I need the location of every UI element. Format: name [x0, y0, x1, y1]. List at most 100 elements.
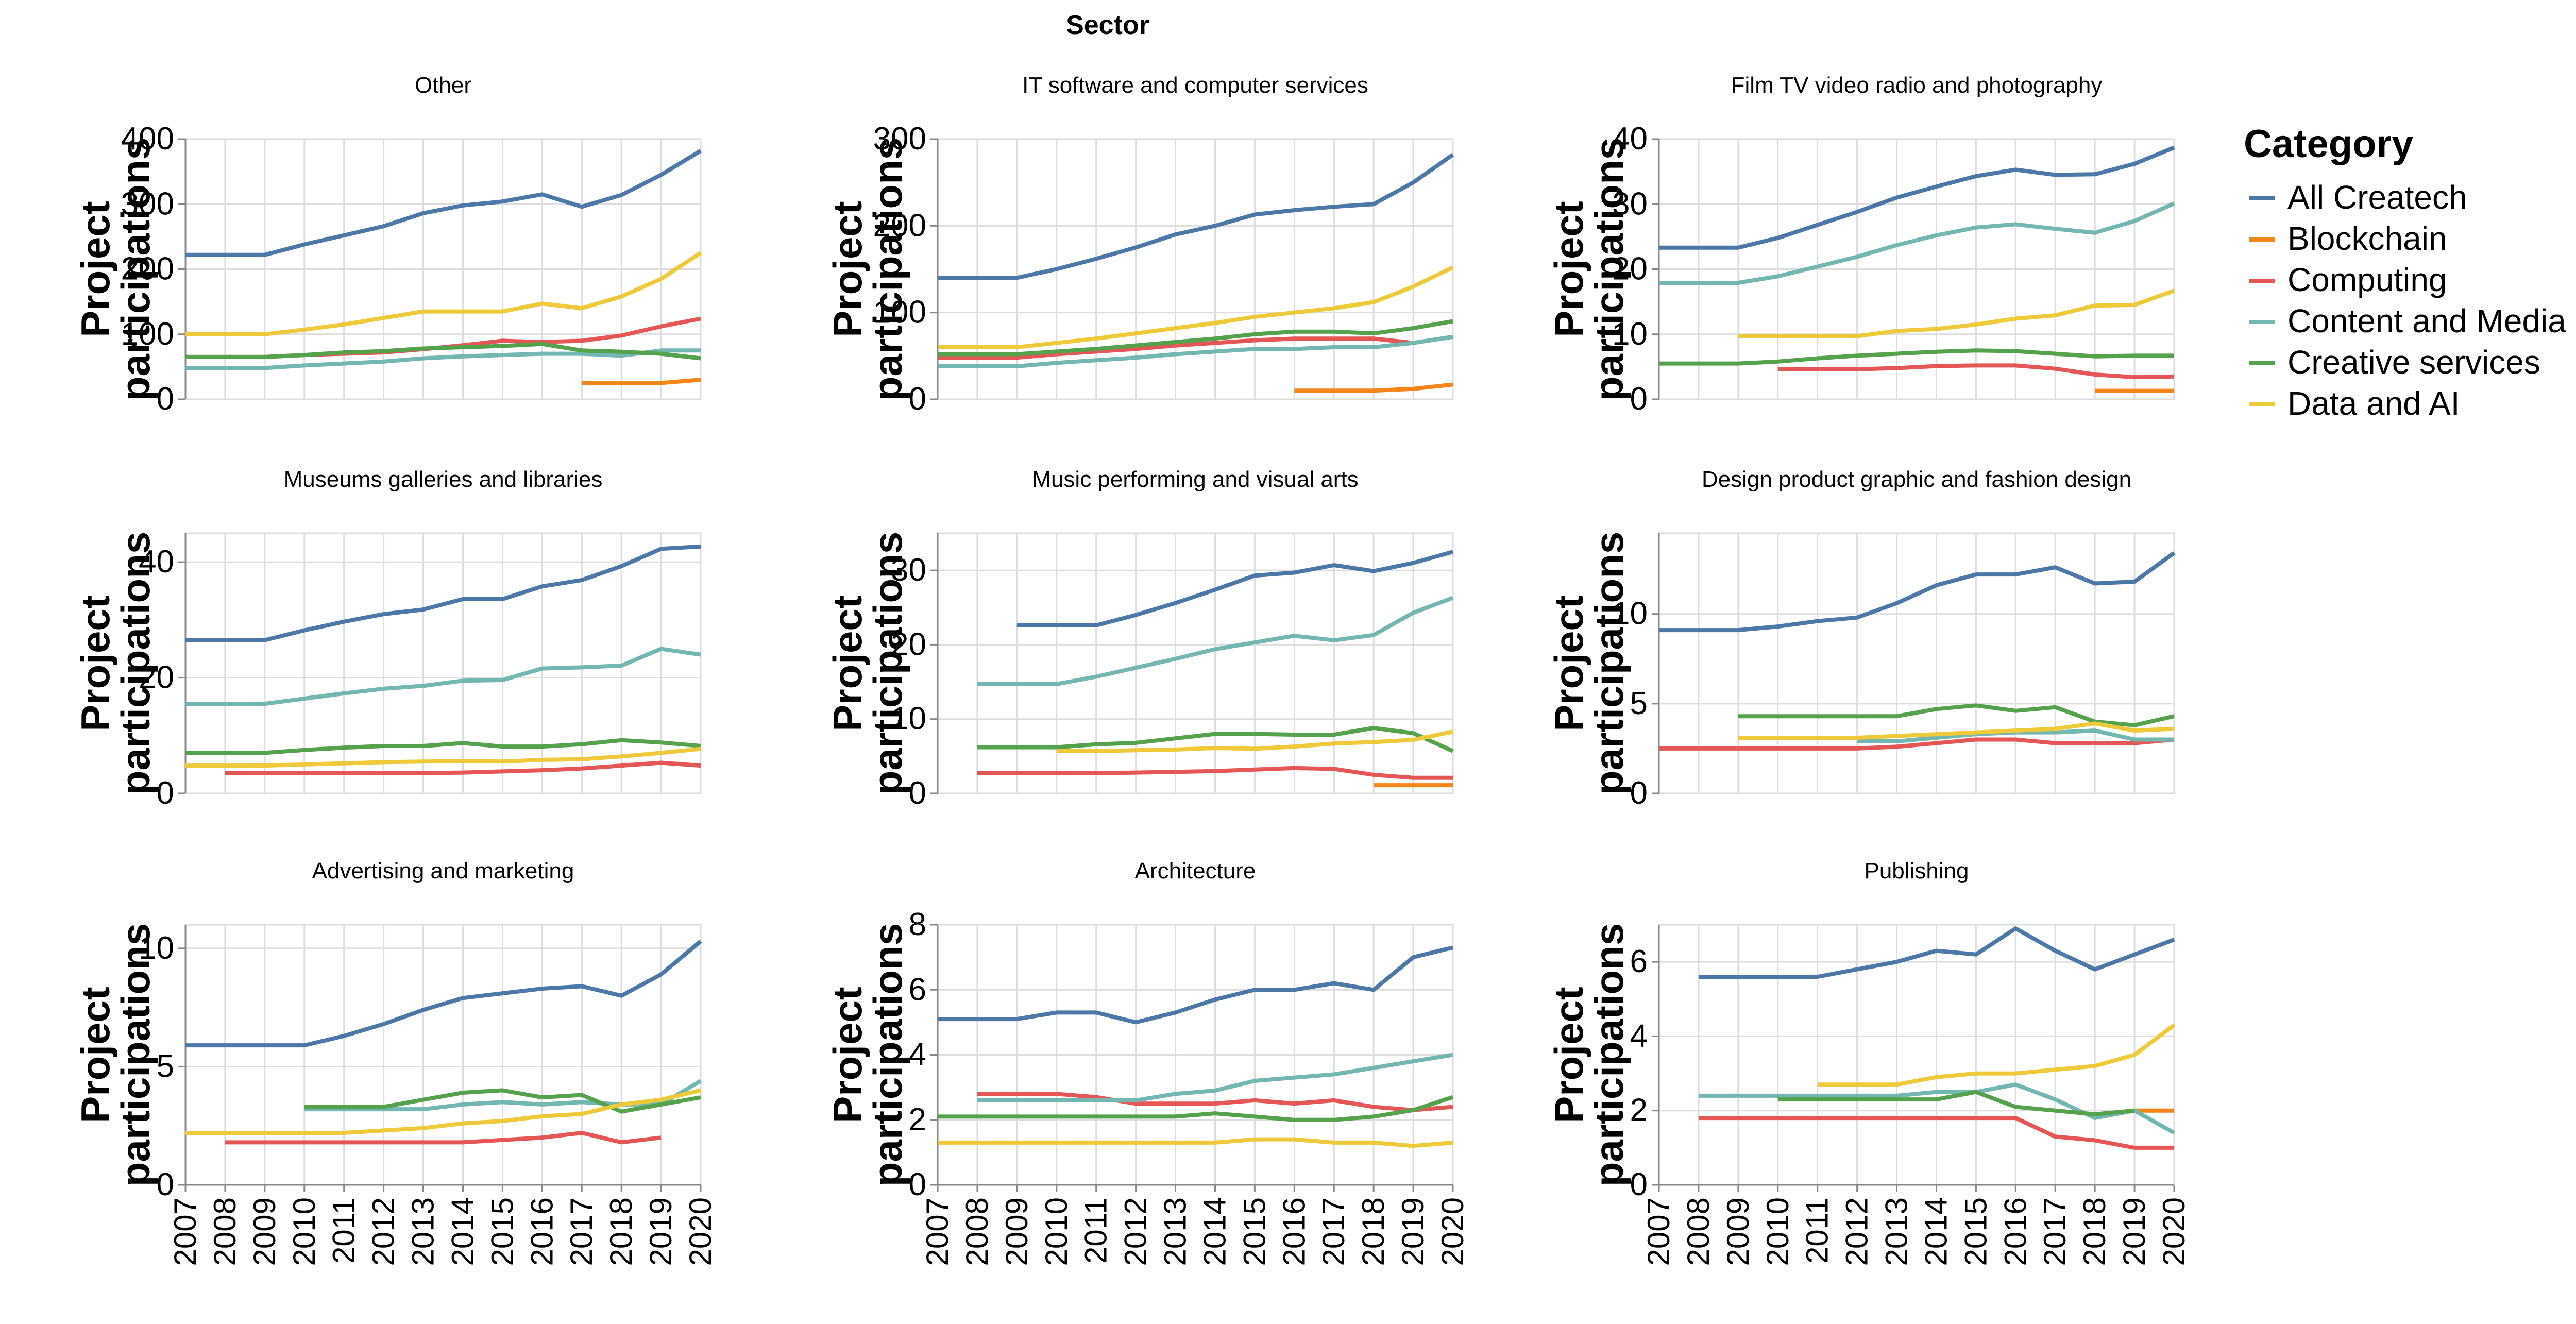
- y-tick-label: 4: [909, 1037, 926, 1073]
- y-tick-label: 10: [1612, 596, 1648, 632]
- x-tick-label: 2007: [1641, 1197, 1676, 1266]
- y-tick-label: 2: [909, 1102, 926, 1138]
- legend-item-all-createch: All Createch: [2249, 179, 2467, 216]
- x-tick-label: 2007: [920, 1197, 955, 1266]
- x-tick-label: 2011: [327, 1197, 361, 1264]
- panel-title: Film TV video radio and photography: [1731, 73, 2103, 98]
- legend-item-blockchain: Blockchain: [2249, 220, 2447, 257]
- y-tick-label: 10: [1612, 316, 1648, 352]
- y-axis-title-line: participations: [865, 532, 910, 795]
- y-tick-label: 0: [1630, 1167, 1648, 1202]
- y-tick-label: 5: [157, 1048, 174, 1084]
- y-axis-title-line: Project: [1546, 201, 1591, 337]
- y-tick-label: 10: [891, 701, 926, 737]
- series-line-data-and-ai: [1738, 721, 2175, 740]
- chart-panels: Other0100200300400ProjectparticipationsI…: [73, 73, 2191, 1266]
- legend-label: All Createch: [2287, 179, 2467, 216]
- y-axis-title-line: participations: [113, 923, 158, 1186]
- x-tick-label: 2019: [643, 1197, 678, 1266]
- legend-label: Creative services: [2287, 344, 2540, 381]
- legend-item-data-and-ai: Data and AI: [2249, 385, 2460, 422]
- legend-title: Category: [2244, 122, 2413, 166]
- x-tick-label: 2008: [1681, 1197, 1716, 1266]
- y-tick-label: 4: [1630, 1018, 1648, 1054]
- x-tick-label: 2008: [208, 1197, 242, 1266]
- panel-title: Other: [415, 73, 471, 98]
- y-tick-label: 6: [909, 972, 926, 1007]
- series-line-computing: [977, 1092, 1453, 1112]
- y-axis-title: Projectparticipations: [1546, 923, 1632, 1186]
- x-tick-label: 2017: [1316, 1197, 1351, 1266]
- y-tick-label: 0: [157, 381, 174, 417]
- x-tick-label: 2013: [1879, 1197, 1914, 1266]
- legend-label: Blockchain: [2287, 220, 2447, 257]
- x-tick-label: 2009: [1721, 1197, 1755, 1266]
- series-line-all-createch: [1659, 145, 2175, 250]
- x-tick-label: 2020: [683, 1197, 718, 1266]
- y-axis-title-line: Project: [825, 201, 870, 337]
- y-tick-label: 300: [121, 186, 174, 222]
- y-tick-label: 30: [891, 552, 926, 588]
- series-line-data-and-ai: [185, 1088, 701, 1135]
- series-line-blockchain: [1294, 382, 1453, 393]
- x-tick-label: 2014: [445, 1197, 480, 1266]
- y-tick-label: 400: [121, 121, 174, 157]
- panel-title: Music performing and visual arts: [1032, 467, 1358, 492]
- x-tick-label: 2014: [1919, 1197, 1953, 1266]
- series-line-computing: [1659, 737, 2175, 751]
- legend-item-content-and-media: Content and Media: [2249, 302, 2566, 340]
- x-tick-label: 2018: [604, 1197, 638, 1266]
- panel-architecture: Architecture02468Projectparticipations20…: [825, 858, 1470, 1266]
- y-axis-title-line: Project: [825, 987, 870, 1123]
- series-line-data-and-ai: [185, 746, 701, 768]
- legend-label: Content and Media: [2287, 302, 2566, 340]
- panel-music-performing-and-visual-arts: Music performing and visual arts0102030P…: [825, 467, 1454, 811]
- x-tick-label: 2010: [1039, 1197, 1074, 1266]
- x-tick-label: 2017: [564, 1197, 599, 1266]
- series-line-creative-services: [1659, 348, 2174, 366]
- x-tick-label: 2009: [999, 1197, 1034, 1266]
- series-line-all-createch: [938, 945, 1453, 1025]
- x-tick-label: 2015: [485, 1197, 519, 1266]
- y-tick-label: 20: [139, 660, 174, 695]
- y-axis-title-line: Project: [73, 987, 118, 1123]
- x-tick-label: 2008: [960, 1197, 994, 1266]
- x-tick-label: 2012: [1840, 1197, 1874, 1266]
- y-tick-label: 200: [873, 208, 926, 243]
- y-tick-label: 0: [909, 1167, 926, 1202]
- panel-museums-galleries-and-libraries: Museums galleries and libraries02040Proj…: [73, 467, 702, 811]
- legend: Category All Createch Blockchain Computing C…: [2244, 122, 2566, 422]
- x-tick-label: 2012: [366, 1197, 401, 1266]
- x-tick-label: 2011: [1079, 1197, 1113, 1264]
- series-line-creative-services: [304, 1088, 701, 1114]
- x-tick-label: 2020: [1435, 1197, 1470, 1266]
- y-tick-label: 40: [139, 544, 174, 580]
- legend-label: Computing: [2287, 261, 2447, 298]
- header-title: Sector: [1066, 10, 1149, 40]
- series-line-content-and-media: [938, 334, 1453, 368]
- y-axis-title: Projectparticipations: [73, 923, 158, 1186]
- series-line-computing: [1777, 363, 2175, 380]
- series-line-computing: [1698, 1116, 2174, 1150]
- x-tick-label: 2015: [1958, 1197, 1993, 1266]
- y-axis-title-line: Project: [73, 595, 118, 731]
- y-axis-title-line: participations: [865, 138, 910, 401]
- x-tick-label: 2010: [287, 1197, 321, 1266]
- y-tick-label: 0: [909, 381, 926, 417]
- y-axis-title-line: Project: [73, 201, 118, 337]
- series-line-content-and-media: [185, 348, 701, 370]
- series-line-creative-services: [938, 1095, 1454, 1122]
- y-axis-title-line: participations: [1586, 923, 1632, 1186]
- plot-frame: [1658, 924, 2175, 1186]
- legend-label: Data and AI: [2287, 385, 2460, 422]
- y-tick-label: 0: [909, 775, 926, 811]
- y-axis-title: Projectparticipations: [73, 138, 158, 401]
- series-line-data-and-ai: [1817, 1023, 2176, 1087]
- y-tick-label: 200: [121, 251, 174, 287]
- y-tick-label: 100: [121, 316, 174, 352]
- series-line-computing: [225, 1131, 662, 1145]
- series-line-content-and-media: [977, 596, 1454, 686]
